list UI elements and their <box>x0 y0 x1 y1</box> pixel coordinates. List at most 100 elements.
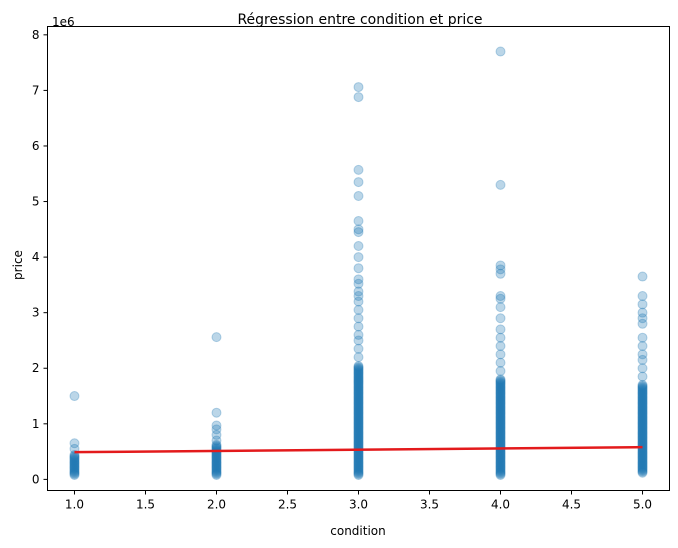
data-point <box>353 378 364 389</box>
data-point <box>495 399 506 410</box>
data-point <box>353 389 364 400</box>
data-point-outlier <box>637 349 648 360</box>
data-point <box>637 387 648 398</box>
data-point <box>637 453 648 464</box>
data-point <box>353 393 364 404</box>
data-point-outlier <box>495 179 506 190</box>
data-point <box>495 425 506 436</box>
data-point <box>353 458 364 469</box>
data-point-outlier <box>353 224 364 235</box>
data-point <box>353 401 364 412</box>
data-point <box>637 446 648 457</box>
data-point <box>353 456 364 467</box>
data-point <box>637 433 648 444</box>
data-point <box>353 462 364 473</box>
data-point <box>353 414 364 425</box>
data-point <box>353 463 364 474</box>
data-point <box>353 388 364 399</box>
data-point <box>637 405 648 416</box>
data-point <box>637 412 648 423</box>
data-point <box>353 418 364 429</box>
y-tick-label: 2 <box>32 361 40 375</box>
y-tick-label: 8 <box>32 28 40 42</box>
data-point <box>495 429 506 440</box>
data-point <box>211 465 222 476</box>
data-point <box>353 366 364 377</box>
data-point <box>637 407 648 418</box>
data-point <box>637 436 648 447</box>
data-point <box>69 462 80 473</box>
data-point <box>637 383 648 394</box>
data-point <box>69 465 80 476</box>
data-point <box>353 423 364 434</box>
y-tick-label: 7 <box>32 83 40 97</box>
data-point <box>637 429 648 440</box>
data-point <box>353 362 364 373</box>
data-point <box>353 376 364 387</box>
data-point <box>495 386 506 397</box>
data-point-outlier <box>637 291 648 302</box>
data-point <box>495 452 506 463</box>
data-point <box>495 431 506 442</box>
data-point <box>353 419 364 430</box>
data-point <box>69 452 80 463</box>
data-point <box>637 461 648 472</box>
data-point <box>353 361 364 372</box>
data-point <box>353 428 364 439</box>
data-point-outlier <box>211 435 222 446</box>
data-point <box>495 432 506 443</box>
data-point <box>637 413 648 424</box>
data-point-outlier <box>637 299 648 310</box>
data-point <box>211 453 222 464</box>
data-point <box>637 423 648 434</box>
data-point-outlier <box>353 343 364 354</box>
data-point-outlier <box>353 329 364 340</box>
data-point <box>353 427 364 438</box>
data-point <box>637 459 648 470</box>
data-point <box>353 461 364 472</box>
data-point <box>637 432 648 443</box>
data-point-outlier <box>353 82 364 93</box>
data-point <box>69 463 80 474</box>
data-point <box>353 465 364 476</box>
data-point <box>211 461 222 472</box>
data-point <box>211 457 222 468</box>
data-point <box>353 435 364 446</box>
data-point <box>495 375 506 386</box>
data-point <box>495 419 506 430</box>
data-point-outlier <box>353 313 364 324</box>
data-point <box>495 377 506 388</box>
data-point <box>637 399 648 410</box>
data-point-outlier <box>211 332 222 343</box>
data-point <box>637 417 648 428</box>
data-point <box>353 391 364 402</box>
data-point <box>495 406 506 417</box>
data-point <box>637 393 648 404</box>
data-point <box>353 363 364 374</box>
data-point <box>353 398 364 409</box>
data-point <box>353 469 364 480</box>
data-point <box>353 412 364 423</box>
data-point-outlier <box>353 241 364 251</box>
data-point <box>353 395 364 406</box>
data-point <box>353 407 364 418</box>
data-point-outlier <box>353 304 364 315</box>
data-point-outlier <box>495 268 506 279</box>
data-point <box>637 449 648 460</box>
data-point-outlier <box>637 332 648 343</box>
data-point-outlier <box>495 313 506 324</box>
data-point <box>495 378 506 389</box>
data-point <box>495 433 506 444</box>
chart-title: Régression entre condition et price <box>237 12 482 28</box>
data-point <box>495 416 506 427</box>
data-point <box>637 454 648 465</box>
data-point <box>353 421 364 432</box>
data-point <box>353 464 364 475</box>
data-point <box>495 449 506 460</box>
data-point <box>353 405 364 416</box>
data-point-outlier <box>495 366 506 377</box>
data-point <box>495 397 506 408</box>
data-point-outlier <box>353 252 364 263</box>
data-point <box>637 427 648 438</box>
data-point <box>637 452 648 463</box>
